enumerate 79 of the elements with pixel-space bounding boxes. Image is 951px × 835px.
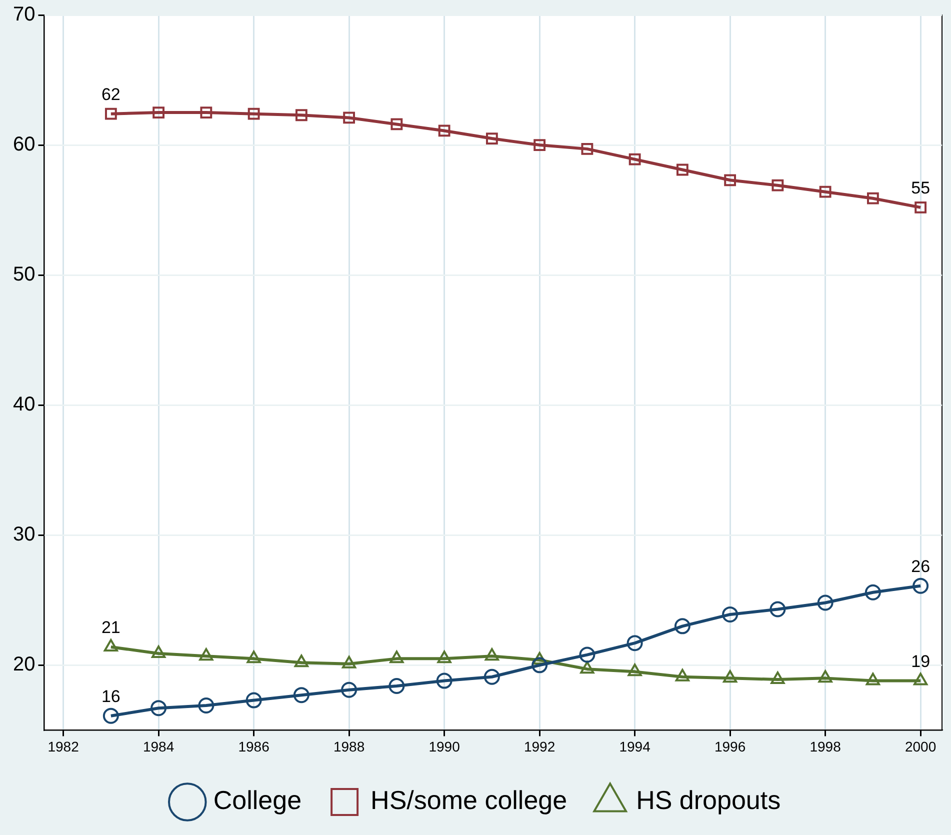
point (914, 672, 928, 686)
point (819, 186, 832, 198)
point (534, 139, 546, 151)
x-tick-label: 1994 (619, 738, 651, 754)
point (770, 671, 785, 684)
legend-label: College (213, 785, 302, 816)
point (342, 656, 356, 668)
point (151, 645, 166, 658)
point (866, 672, 880, 686)
data-label: 16 (101, 687, 120, 706)
point (437, 650, 452, 664)
point (772, 179, 784, 192)
point (246, 692, 262, 708)
point (912, 578, 929, 594)
y-tick-label: 50 (12, 264, 36, 286)
point (388, 678, 405, 694)
point (817, 594, 834, 611)
point (770, 601, 786, 618)
data-label: 55 (911, 178, 930, 198)
point (628, 664, 642, 676)
x-tick-label: 1998 (810, 738, 842, 754)
x-tick-label: 1990 (428, 738, 460, 754)
x-tick-label: 1992 (524, 738, 556, 754)
x-tick-label: 1986 (238, 738, 270, 754)
point (198, 697, 214, 714)
data-label: 62 (101, 85, 120, 104)
point (341, 682, 358, 698)
point (580, 661, 594, 674)
point (626, 635, 643, 652)
point (294, 654, 308, 668)
legend-label: HS/some college (370, 785, 568, 816)
point (675, 668, 690, 682)
point (152, 106, 164, 118)
point (293, 687, 310, 704)
x-tick-label: 1996 (714, 738, 746, 754)
point (200, 106, 212, 118)
y-tick-label: 60 (12, 134, 36, 156)
point (722, 606, 738, 622)
point (438, 124, 450, 137)
point (390, 118, 403, 130)
point (486, 132, 498, 144)
x-tick-label: 1982 (48, 738, 80, 754)
point (104, 108, 117, 120)
point (248, 108, 260, 120)
y-tick-label: 70 (12, 4, 36, 26)
point (723, 670, 738, 683)
point (532, 652, 547, 664)
point (484, 668, 500, 685)
point (724, 174, 736, 186)
point (102, 708, 119, 724)
point (674, 618, 690, 634)
point (150, 700, 167, 716)
x-tick-label: 1988 (333, 738, 365, 754)
point (818, 670, 832, 683)
point (579, 646, 596, 663)
y-tick-label: 40 (12, 394, 36, 416)
legend-label: HS dropouts (636, 785, 781, 816)
x-tick-label: 2000 (904, 738, 936, 754)
point (628, 153, 641, 166)
y-tick-label: 20 (12, 654, 36, 676)
point (104, 638, 118, 652)
data-label: 26 (911, 557, 930, 576)
data-label: 19 (911, 652, 930, 671)
point (390, 650, 404, 664)
y-tick-label: 30 (12, 524, 36, 546)
point (581, 142, 594, 155)
point (484, 648, 499, 661)
point (295, 109, 308, 122)
point (436, 672, 452, 689)
x-tick-label: 1984 (142, 738, 174, 754)
data-label: 21 (101, 618, 120, 638)
point (246, 650, 261, 664)
point (864, 584, 881, 600)
point (343, 112, 356, 124)
point (866, 192, 879, 204)
point (199, 648, 214, 661)
point (914, 202, 927, 214)
point (532, 657, 548, 674)
point (676, 164, 688, 176)
